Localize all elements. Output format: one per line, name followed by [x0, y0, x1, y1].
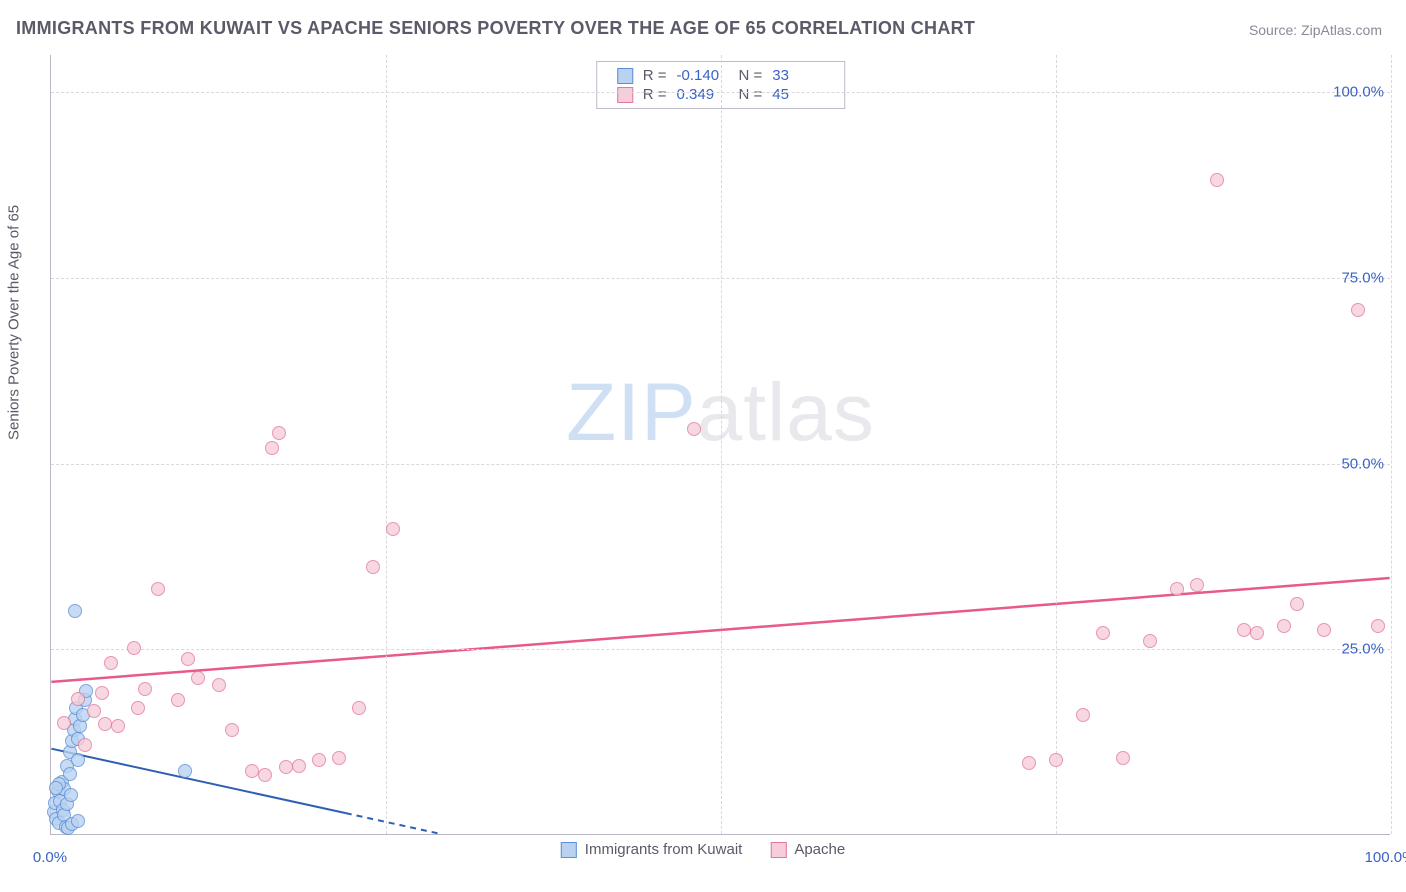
- watermark-zip: ZIP: [566, 367, 697, 458]
- scatter-point: [138, 682, 152, 696]
- scatter-point: [1170, 582, 1184, 596]
- scatter-point: [352, 701, 366, 715]
- vertical-gridline: [1056, 55, 1057, 834]
- scatter-point: [171, 693, 185, 707]
- series-swatch: [561, 842, 577, 858]
- vertical-gridline: [386, 55, 387, 834]
- scatter-point: [1317, 623, 1331, 637]
- scatter-point: [258, 768, 272, 782]
- scatter-point: [1190, 578, 1204, 592]
- scatter-point: [312, 753, 326, 767]
- scatter-point: [1076, 708, 1090, 722]
- scatter-point: [78, 738, 92, 752]
- y-tick-label: 50.0%: [1341, 455, 1384, 472]
- scatter-point: [57, 716, 71, 730]
- scatter-point: [104, 656, 118, 670]
- scatter-point: [191, 671, 205, 685]
- scatter-point: [111, 719, 125, 733]
- legend-item: Apache: [770, 841, 845, 858]
- scatter-point: [279, 760, 293, 774]
- scatter-point: [265, 441, 279, 455]
- scatter-point: [68, 604, 82, 618]
- scatter-point: [71, 753, 85, 767]
- scatter-point: [71, 814, 85, 828]
- scatter-point: [87, 704, 101, 718]
- y-tick-label: 25.0%: [1341, 641, 1384, 658]
- scatter-point: [71, 692, 85, 706]
- x-axis-legend: Immigrants from Kuwait Apache: [561, 841, 845, 858]
- series-swatch: [617, 87, 633, 103]
- scatter-point: [181, 652, 195, 666]
- scatter-point: [95, 686, 109, 700]
- r-prefix: R =: [643, 67, 667, 84]
- r-prefix: R =: [643, 86, 667, 103]
- scatter-point: [1096, 626, 1110, 640]
- n-value: 45: [772, 86, 824, 103]
- scatter-point: [1049, 753, 1063, 767]
- scatter-point: [1371, 619, 1385, 633]
- n-prefix: N =: [739, 86, 763, 103]
- plot-area: ZIPatlas R =-0.140N =33R =0.349N =45 25.…: [50, 55, 1390, 835]
- scatter-point: [225, 723, 239, 737]
- scatter-point: [178, 764, 192, 778]
- x-tick-label: 0.0%: [33, 849, 67, 866]
- series-swatch: [617, 68, 633, 84]
- n-value: 33: [772, 67, 824, 84]
- y-tick-label: 75.0%: [1341, 269, 1384, 286]
- scatter-point: [212, 678, 226, 692]
- scatter-point: [1250, 626, 1264, 640]
- scatter-point: [332, 751, 346, 765]
- series-swatch: [770, 842, 786, 858]
- vertical-gridline: [721, 55, 722, 834]
- scatter-point: [127, 641, 141, 655]
- scatter-point: [386, 522, 400, 536]
- scatter-point: [64, 788, 78, 802]
- scatter-point: [49, 781, 63, 795]
- vertical-gridline: [1391, 55, 1392, 834]
- scatter-point: [1290, 597, 1304, 611]
- scatter-point: [151, 582, 165, 596]
- scatter-point: [1237, 623, 1251, 637]
- x-tick-label: 100.0%: [1365, 849, 1406, 866]
- scatter-point: [1277, 619, 1291, 633]
- y-tick-label: 100.0%: [1333, 84, 1384, 101]
- legend-item: Immigrants from Kuwait: [561, 841, 743, 858]
- legend-label: Immigrants from Kuwait: [585, 841, 743, 858]
- y-axis-label: Seniors Poverty Over the Age of 65: [6, 205, 23, 440]
- scatter-point: [366, 560, 380, 574]
- chart-title: IMMIGRANTS FROM KUWAIT VS APACHE SENIORS…: [16, 18, 975, 39]
- n-prefix: N =: [739, 67, 763, 84]
- scatter-point: [245, 764, 259, 778]
- scatter-point: [687, 422, 701, 436]
- scatter-point: [1351, 303, 1365, 317]
- watermark-atlas: atlas: [697, 367, 875, 458]
- legend-label: Apache: [794, 841, 845, 858]
- scatter-point: [272, 426, 286, 440]
- scatter-point: [1022, 756, 1036, 770]
- scatter-point: [1143, 634, 1157, 648]
- scatter-point: [292, 759, 306, 773]
- scatter-point: [1210, 173, 1224, 187]
- source-attribution: Source: ZipAtlas.com: [1249, 22, 1382, 38]
- scatter-point: [98, 717, 112, 731]
- scatter-point: [131, 701, 145, 715]
- scatter-point: [1116, 751, 1130, 765]
- chart-container: IMMIGRANTS FROM KUWAIT VS APACHE SENIORS…: [0, 0, 1406, 892]
- trend-line: [346, 813, 441, 834]
